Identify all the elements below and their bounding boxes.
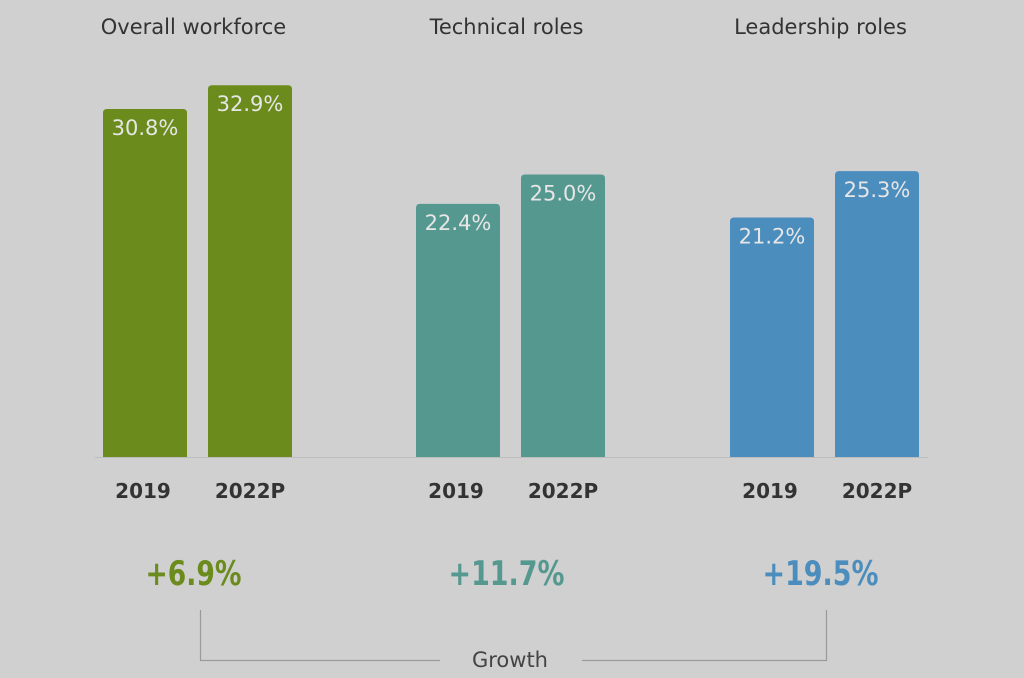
growth-value: +6.9% (146, 554, 242, 594)
x-tick-label: 2019 (742, 479, 798, 503)
data-label: 21.2% (739, 224, 806, 248)
x-tick-label: 2022P (215, 479, 285, 503)
growth-bracket-left (199, 610, 440, 662)
x-tick-label: 2019 (428, 479, 484, 503)
bar (730, 217, 814, 457)
data-label: 25.0% (530, 182, 597, 206)
x-tick-label: 2022P (842, 479, 912, 503)
group-title: Overall workforce (101, 15, 286, 39)
x-tick-label: 2019 (115, 479, 171, 503)
bar (208, 85, 292, 457)
x-tick-label: 2022P (528, 479, 598, 503)
bar (835, 171, 919, 458)
group-title: Technical roles (429, 15, 584, 39)
data-label: 30.8% (112, 116, 179, 140)
growth-value: +19.5% (763, 554, 879, 594)
bar (103, 108, 187, 458)
growth-bracket-right (582, 610, 828, 662)
growth-value: +11.7% (449, 554, 565, 594)
growth-label: Growth (472, 648, 548, 672)
data-label: 22.4% (425, 211, 492, 235)
bar (416, 203, 500, 457)
group-title: Leadership roles (734, 15, 907, 39)
data-label: 32.9% (217, 92, 284, 116)
data-label: 25.3% (844, 178, 911, 202)
bar (521, 174, 605, 457)
